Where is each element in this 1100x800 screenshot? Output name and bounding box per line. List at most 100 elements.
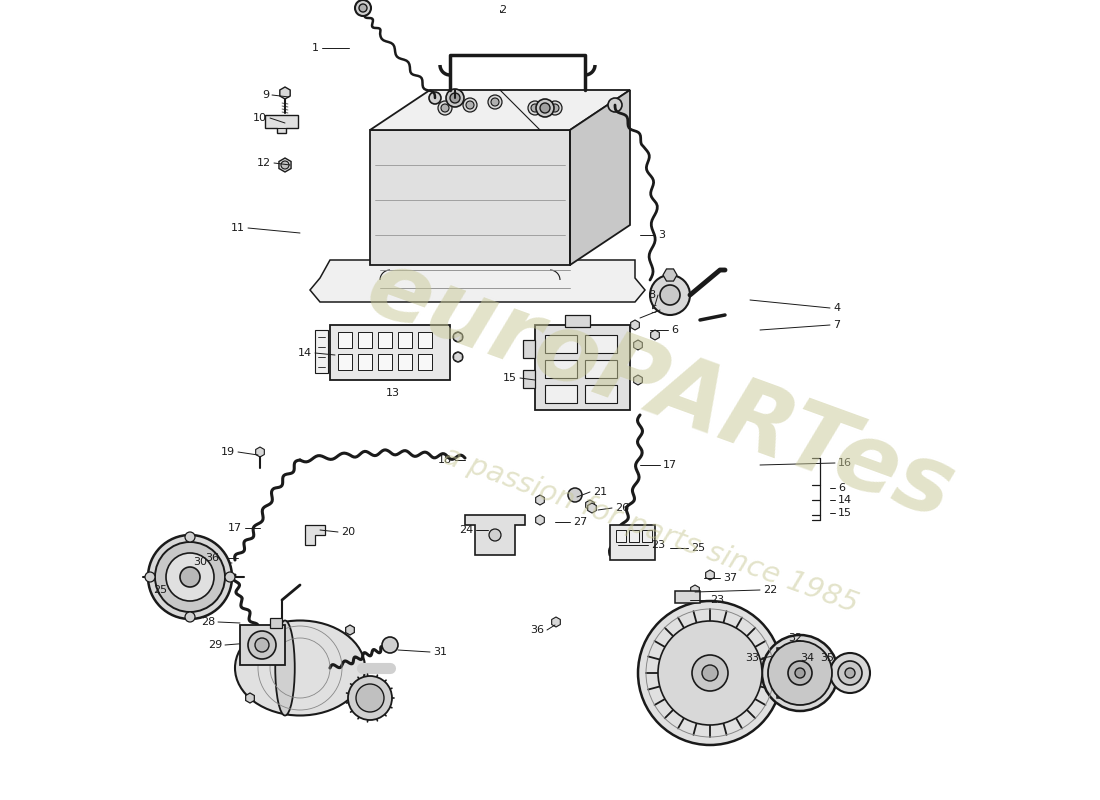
Circle shape bbox=[148, 535, 232, 619]
Circle shape bbox=[429, 92, 441, 104]
Text: 36: 36 bbox=[205, 553, 219, 563]
Circle shape bbox=[781, 668, 791, 678]
Polygon shape bbox=[279, 158, 292, 172]
Polygon shape bbox=[305, 525, 324, 545]
Circle shape bbox=[453, 332, 463, 342]
Circle shape bbox=[528, 101, 542, 115]
Polygon shape bbox=[536, 495, 544, 505]
Bar bbox=[358, 332, 372, 348]
Bar bbox=[315, 330, 328, 373]
Text: 27: 27 bbox=[573, 517, 587, 527]
Circle shape bbox=[185, 612, 195, 622]
Bar bbox=[418, 354, 432, 370]
Text: a passion for parts since 1985: a passion for parts since 1985 bbox=[439, 442, 861, 618]
Polygon shape bbox=[279, 87, 290, 99]
Circle shape bbox=[768, 641, 832, 705]
Polygon shape bbox=[630, 320, 639, 330]
Text: 11: 11 bbox=[231, 223, 245, 233]
Ellipse shape bbox=[235, 621, 365, 715]
Circle shape bbox=[845, 668, 855, 678]
Bar bbox=[378, 354, 392, 370]
Circle shape bbox=[491, 98, 499, 106]
Bar bbox=[585, 385, 617, 403]
Circle shape bbox=[795, 668, 805, 678]
Text: 20: 20 bbox=[341, 527, 355, 537]
Text: 19: 19 bbox=[221, 447, 235, 457]
Polygon shape bbox=[691, 585, 700, 595]
Circle shape bbox=[781, 686, 791, 696]
Text: 31: 31 bbox=[433, 647, 447, 657]
Bar bbox=[270, 618, 282, 628]
Circle shape bbox=[226, 572, 235, 582]
Bar bbox=[585, 335, 617, 353]
Text: 25: 25 bbox=[153, 585, 167, 595]
Circle shape bbox=[788, 661, 812, 685]
Bar bbox=[642, 530, 652, 542]
Bar bbox=[358, 354, 372, 370]
Text: 25: 25 bbox=[691, 543, 705, 553]
Polygon shape bbox=[634, 375, 642, 385]
Bar bbox=[398, 354, 412, 370]
Text: 6: 6 bbox=[671, 325, 678, 335]
Bar bbox=[338, 354, 352, 370]
Polygon shape bbox=[453, 332, 462, 342]
Circle shape bbox=[762, 635, 838, 711]
Text: 33: 33 bbox=[745, 653, 759, 663]
Text: 18: 18 bbox=[438, 455, 452, 465]
Text: 32: 32 bbox=[788, 633, 802, 643]
Polygon shape bbox=[610, 525, 654, 560]
Circle shape bbox=[166, 553, 214, 601]
Circle shape bbox=[466, 101, 474, 109]
Circle shape bbox=[692, 655, 728, 691]
Bar bbox=[535, 325, 630, 410]
Circle shape bbox=[781, 650, 791, 660]
Circle shape bbox=[568, 488, 582, 502]
Bar bbox=[522, 340, 535, 358]
Polygon shape bbox=[370, 90, 630, 130]
Text: 3: 3 bbox=[658, 230, 666, 240]
Circle shape bbox=[551, 104, 559, 112]
Polygon shape bbox=[265, 115, 298, 133]
Bar bbox=[629, 530, 639, 542]
Text: 14: 14 bbox=[838, 495, 853, 505]
Circle shape bbox=[658, 621, 762, 725]
Circle shape bbox=[145, 572, 155, 582]
Text: 23: 23 bbox=[651, 540, 666, 550]
Text: 2: 2 bbox=[499, 5, 507, 15]
Text: 4: 4 bbox=[833, 303, 840, 313]
Text: 13: 13 bbox=[386, 388, 400, 398]
Polygon shape bbox=[587, 503, 596, 513]
Bar bbox=[338, 332, 352, 348]
Bar bbox=[585, 360, 617, 378]
Bar bbox=[616, 530, 626, 542]
Polygon shape bbox=[370, 130, 570, 265]
Ellipse shape bbox=[275, 621, 295, 715]
Text: 28: 28 bbox=[200, 617, 214, 627]
Text: 5: 5 bbox=[650, 305, 657, 315]
Circle shape bbox=[638, 601, 782, 745]
Text: 26: 26 bbox=[615, 503, 629, 513]
Text: 7: 7 bbox=[833, 320, 840, 330]
Text: 36: 36 bbox=[530, 625, 544, 635]
Circle shape bbox=[660, 285, 680, 305]
Text: 6: 6 bbox=[838, 483, 845, 493]
Circle shape bbox=[382, 637, 398, 653]
Bar bbox=[378, 332, 392, 348]
Polygon shape bbox=[675, 591, 700, 603]
Circle shape bbox=[185, 532, 195, 542]
Text: 1: 1 bbox=[312, 43, 319, 53]
Text: 17: 17 bbox=[228, 523, 242, 533]
Polygon shape bbox=[310, 260, 645, 302]
Circle shape bbox=[490, 529, 500, 541]
Text: 29: 29 bbox=[208, 640, 222, 650]
Circle shape bbox=[450, 93, 460, 103]
Circle shape bbox=[463, 98, 477, 112]
Text: 17: 17 bbox=[663, 460, 678, 470]
Circle shape bbox=[488, 95, 502, 109]
Text: 15: 15 bbox=[838, 508, 853, 518]
Text: 21: 21 bbox=[593, 487, 607, 497]
Circle shape bbox=[248, 631, 276, 659]
Circle shape bbox=[531, 104, 539, 112]
Circle shape bbox=[438, 101, 452, 115]
Circle shape bbox=[453, 352, 463, 362]
